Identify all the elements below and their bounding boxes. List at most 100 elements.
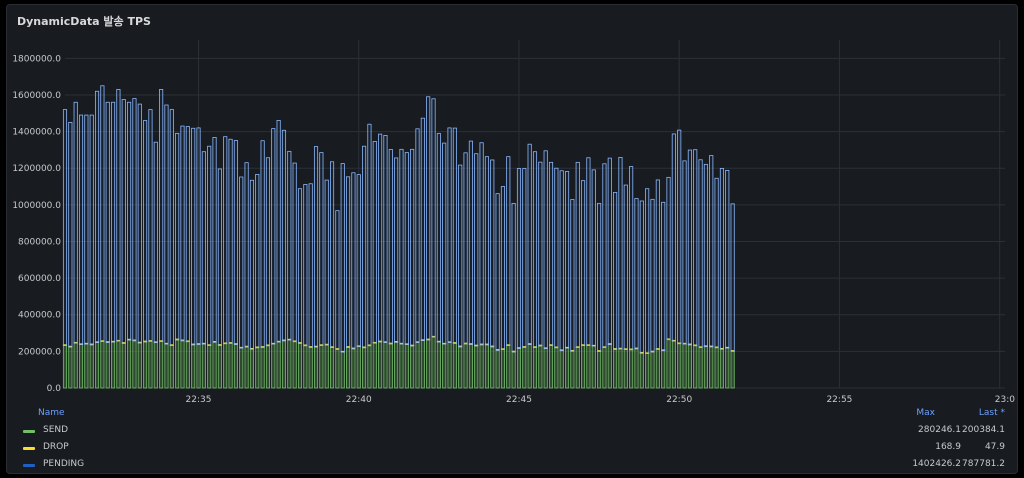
bar-pending: [426, 96, 431, 341]
bar-pending: [634, 198, 639, 350]
tps-panel: DynamicData 발송 TPS 0.0 200000.0 400000.0 60…: [6, 4, 1018, 474]
bar-send: [180, 340, 185, 389]
drop-color-swatch: [23, 447, 35, 450]
stacked-bar-chart[interactable]: 0.0 200000.0 400000.0 600000.0 800000.0 10000…: [7, 5, 1019, 405]
bar-pending: [164, 104, 169, 345]
bar-send: [474, 345, 479, 389]
bar-pending: [378, 133, 383, 343]
bar-pending: [581, 180, 586, 346]
bar-send: [543, 348, 548, 389]
bar-pending: [671, 133, 676, 342]
bar-pending: [532, 151, 538, 348]
bar-pending: [271, 128, 276, 345]
bar-send: [303, 345, 308, 389]
bar-send: [484, 344, 489, 389]
bar-send: [313, 346, 319, 389]
bar-pending: [543, 150, 548, 350]
panel-title[interactable]: DynamicData 발송 TPS: [17, 15, 151, 28]
bar-pending: [249, 179, 254, 350]
legend-header-max[interactable]: Max: [916, 408, 935, 418]
bar-pending: [356, 174, 361, 348]
bar-pending: [597, 202, 602, 352]
bar-send: [271, 343, 276, 389]
bar-send: [399, 343, 404, 389]
legend-series-name: SEND: [43, 425, 69, 435]
bar-pending: [303, 184, 308, 347]
bar-send: [143, 341, 148, 389]
bar-send: [447, 342, 452, 389]
bar-pending: [137, 103, 142, 344]
bar-send: [378, 341, 383, 389]
bar-send: [148, 340, 153, 389]
bar-send: [346, 346, 351, 389]
x-tick-label: 22:55: [826, 395, 852, 405]
bar-pending: [484, 156, 489, 346]
legend-series-last: 47.9: [984, 442, 1005, 452]
bar-pending: [265, 157, 271, 347]
bar-send: [442, 343, 447, 389]
bar-send: [420, 340, 425, 389]
bar-pending: [89, 114, 94, 346]
bar-send: [586, 345, 591, 389]
bar-pending: [169, 109, 174, 346]
bar-send: [581, 345, 586, 389]
bar-send: [655, 348, 660, 389]
bar-pending: [308, 183, 313, 348]
bar-send: [634, 348, 639, 389]
bar-send: [458, 346, 463, 389]
bar-pending: [538, 161, 543, 347]
y-tick-label: 1200000.0: [12, 164, 61, 174]
bar-send: [452, 342, 457, 389]
bar-send: [436, 341, 441, 389]
x-tick-label: 22:50: [666, 395, 692, 405]
bar-send: [265, 345, 271, 389]
bar-send: [538, 345, 543, 389]
bar-send: [217, 344, 222, 389]
bar-pending: [639, 200, 644, 354]
y-tick-label: 1600000.0: [12, 91, 61, 101]
bar-send: [153, 342, 158, 389]
bar-send: [292, 341, 297, 389]
bar-pending: [404, 152, 409, 345]
bar-send: [233, 344, 238, 389]
legend-header-last[interactable]: Last *: [978, 408, 1005, 418]
bar-pending: [367, 123, 372, 347]
legend-row-pending[interactable]: PENDING 1402426.2 787781.2: [21, 458, 1005, 474]
bar-pending: [645, 188, 650, 354]
pending-color-swatch: [23, 464, 35, 467]
bar-send: [559, 350, 564, 389]
bar-pending: [233, 140, 238, 345]
bar-pending: [719, 167, 724, 350]
bar-pending: [159, 89, 164, 342]
legend-row-drop[interactable]: DROP 168.9 47.9: [21, 441, 1005, 457]
bar-send: [175, 339, 180, 389]
legend-row-send[interactable]: SEND 280246.1 200384.1: [21, 424, 1005, 440]
bar-send: [287, 339, 292, 389]
x-tick-label: 22:35: [186, 395, 212, 405]
bar-send: [383, 342, 388, 389]
bar-send: [607, 344, 612, 389]
bar-send: [532, 347, 538, 389]
bar-pending: [410, 148, 415, 347]
bars: [62, 85, 735, 389]
legend-series-max: 168.9: [935, 442, 961, 452]
bar-send: [500, 349, 506, 389]
bar-send: [682, 343, 687, 389]
bar-pending: [346, 176, 351, 348]
bar-pending: [687, 149, 692, 346]
bar-pending: [463, 152, 468, 345]
y-tick-label: 200000.0: [18, 347, 61, 357]
bar-pending: [121, 99, 126, 344]
bar-pending: [362, 145, 367, 349]
bar-send: [506, 345, 511, 389]
legend-header-name[interactable]: Name: [38, 408, 65, 418]
bar-send: [388, 343, 393, 389]
bar-pending: [522, 168, 527, 348]
y-tick-label: 1800000.0: [12, 54, 61, 64]
bar-pending: [442, 142, 447, 345]
bar-pending: [116, 89, 121, 342]
bar-pending: [201, 151, 206, 345]
bar-pending: [260, 140, 265, 348]
legend-series-last: 200384.1: [962, 425, 1005, 435]
bar-send: [698, 347, 703, 389]
